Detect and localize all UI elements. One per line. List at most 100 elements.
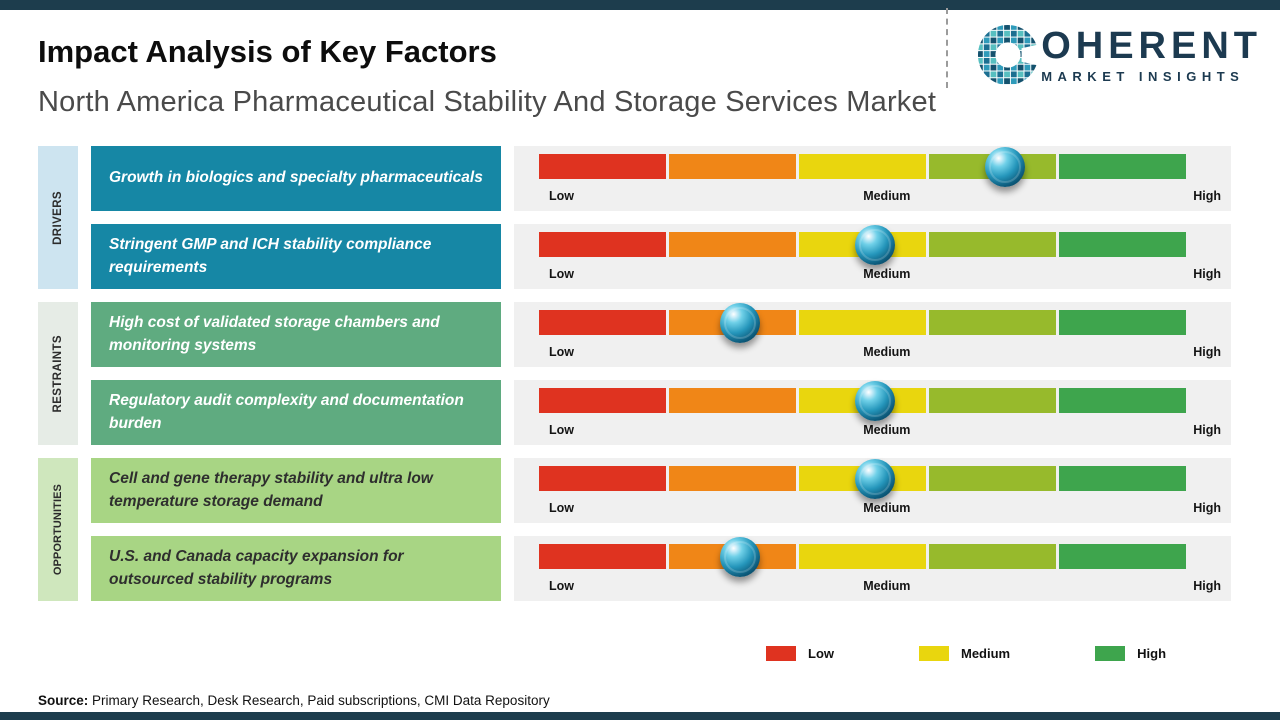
impact-gradient-bar <box>539 146 1186 187</box>
scale-label-high: High <box>1193 501 1221 515</box>
bar-segment-orange <box>669 154 796 179</box>
legend-label-medium: Medium <box>961 646 1011 661</box>
bar-segment-yellow <box>799 310 926 335</box>
bar-segment-red <box>539 466 666 491</box>
bar-segment-green <box>1059 154 1186 179</box>
impact-gradient-bar <box>539 302 1186 343</box>
scale-labels: Low Medium High <box>539 423 1221 439</box>
bar-segment-orange <box>669 232 796 257</box>
scale-label-low: Low <box>549 189 574 203</box>
header-divider <box>946 8 948 88</box>
legend-swatch-low <box>766 646 796 661</box>
legend-label-low: Low <box>808 646 834 661</box>
scale-label-medium: Medium <box>863 189 911 203</box>
group-label-text: RESTRAINTS <box>52 334 64 413</box>
impact-marker <box>719 302 760 343</box>
brand-name: OHERENT <box>1041 24 1262 67</box>
impact-gradient-bar <box>539 536 1186 577</box>
impact-meter-row-5: Low Medium High <box>514 458 1231 523</box>
page-subtitle: North America Pharmaceutical Stability A… <box>38 86 937 118</box>
factor-box-opportunity-1: Cell and gene therapy stability and ultr… <box>91 458 501 523</box>
group-label-restraints: RESTRAINTS <box>38 302 78 445</box>
group-label-text: OPPORTUNITIES <box>52 483 64 576</box>
bar-segment-red <box>539 154 666 179</box>
impact-marker <box>855 380 896 421</box>
bar-segment-orange <box>669 388 796 413</box>
bar-segment-yellow <box>799 154 926 179</box>
factor-box-opportunity-2: U.S. and Canada capacity expansion for o… <box>91 536 501 601</box>
group-label-opportunities: OPPORTUNITIES <box>38 458 78 601</box>
legend-item-low: Low <box>766 646 834 661</box>
group-label-drivers: DRIVERS <box>38 146 78 289</box>
source-note: Source: Primary Research, Desk Research,… <box>38 693 550 708</box>
bar-segment-yellowgreen <box>929 466 1056 491</box>
legend-label-high: High <box>1137 646 1167 661</box>
impact-marker <box>855 458 896 499</box>
legend-item-high: High <box>1095 646 1166 661</box>
scale-label-medium: Medium <box>863 501 911 515</box>
bar-segment-yellowgreen <box>929 310 1056 335</box>
factor-box-restraint-2: Regulatory audit complexity and document… <box>91 380 501 445</box>
factor-box-driver-2: Stringent GMP and ICH stability complian… <box>91 224 501 289</box>
bar-segment-yellow <box>799 544 926 569</box>
scale-label-medium: Medium <box>863 345 911 359</box>
impact-meter-row-1: Low Medium High <box>514 146 1231 211</box>
impact-meter-row-4: Low Medium High <box>514 380 1231 445</box>
scale-label-medium: Medium <box>863 579 911 593</box>
factor-text: Growth in biologics and specialty pharma… <box>109 169 483 187</box>
scale-label-low: Low <box>549 423 574 437</box>
page-title: Impact Analysis of Key Factors <box>38 34 497 69</box>
source-label: Source: <box>38 693 89 708</box>
scale-label-high: High <box>1193 423 1221 437</box>
bar-segment-red <box>539 388 666 413</box>
scale-label-high: High <box>1193 189 1221 203</box>
impact-marker <box>719 536 760 577</box>
factor-text: U.S. and Canada capacity expansion for o… <box>109 548 404 588</box>
impact-meter-row-3: Low Medium High <box>514 302 1231 367</box>
legend-item-medium: Medium <box>919 646 1010 661</box>
bar-segment-red <box>539 232 666 257</box>
bar-segment-green <box>1059 310 1186 335</box>
factor-box-restraint-1: High cost of validated storage chambers … <box>91 302 501 367</box>
scale-labels: Low Medium High <box>539 501 1221 517</box>
impact-marker <box>855 224 896 265</box>
scale-labels: Low Medium High <box>539 345 1221 361</box>
factor-text: Cell and gene therapy stability and ultr… <box>109 470 433 510</box>
group-label-text: DRIVERS <box>52 190 64 245</box>
bar-segment-red <box>539 544 666 569</box>
brand-tagline: MARKET INSIGHTS <box>1041 68 1245 84</box>
top-accent-bar <box>0 0 1280 10</box>
factor-text: High cost of validated storage chambers … <box>109 314 440 354</box>
impact-gradient-bar <box>539 224 1186 265</box>
bottom-accent-bar <box>0 712 1280 720</box>
source-text: Primary Research, Desk Research, Paid su… <box>92 693 550 708</box>
scale-labels: Low Medium High <box>539 189 1221 205</box>
scale-label-high: High <box>1193 579 1221 593</box>
scale-label-medium: Medium <box>863 423 911 437</box>
legend-swatch-high <box>1095 646 1126 661</box>
bar-segment-orange <box>669 466 796 491</box>
impact-meter-row-6: Low Medium High <box>514 536 1231 601</box>
factor-text: Regulatory audit complexity and document… <box>109 392 464 432</box>
bar-segment-yellowgreen <box>929 388 1056 413</box>
legend: Low Medium High <box>766 646 1166 661</box>
impact-matrix: DRIVERS RESTRAINTS OPPORTUNITIES Growth … <box>38 146 1231 601</box>
bar-segment-yellowgreen <box>929 232 1056 257</box>
bar-segment-green <box>1059 232 1186 257</box>
brand-logo-text: OHERENT MARKET INSIGHTS <box>1041 27 1262 84</box>
bar-segment-green <box>1059 466 1186 491</box>
scale-label-low: Low <box>549 267 574 281</box>
impact-gradient-bar <box>539 458 1186 499</box>
scale-labels: Low Medium High <box>539 579 1221 595</box>
scale-label-low: Low <box>549 579 574 593</box>
bar-segment-red <box>539 310 666 335</box>
scale-label-high: High <box>1193 345 1221 359</box>
bar-segment-green <box>1059 544 1186 569</box>
brand-logo-c-icon <box>978 24 1040 86</box>
scale-label-high: High <box>1193 267 1221 281</box>
factor-text: Stringent GMP and ICH stability complian… <box>109 236 432 276</box>
legend-swatch-medium <box>919 646 949 661</box>
scale-label-medium: Medium <box>863 267 911 281</box>
bar-segment-green <box>1059 388 1186 413</box>
scale-labels: Low Medium High <box>539 267 1221 283</box>
